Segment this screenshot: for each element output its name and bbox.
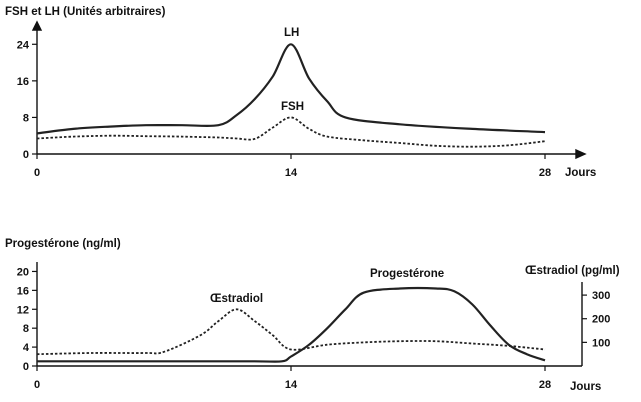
chart1-ytick-label: 0 — [23, 149, 29, 161]
chart1-ytick-label: 8 — [23, 112, 29, 124]
chart1-series-label-fsh: FSH — [281, 101, 304, 113]
chart2-series-label-progesterone: Progestérone — [370, 268, 444, 280]
chart1-series-label-lh: LH — [284, 27, 299, 39]
chart2-xlabel: Jours — [570, 381, 601, 393]
chart1-xlabel: Jours — [565, 167, 596, 179]
chart2-xtick-label: 0 — [34, 379, 40, 391]
chart2-series — [36, 286, 546, 363]
chart2-ytick-label: 20 — [17, 266, 29, 278]
chart-fsh-lh: FSH et LH (Unités arbitraires) 0 8 16 24 0 14… — [5, 6, 596, 179]
chart2-ticks: 0 4 8 12 16 20 100 200 300 0 14 28 — [17, 266, 611, 391]
chart1-y-axis-arrow — [31, 20, 43, 31]
chart1-ylabel: FSH et LH (Unités arbitraires) — [5, 6, 166, 18]
series-line-stradiol — [36, 308, 546, 356]
chart-progesterone-oestradiol: Progestérone (ng/ml) Œstradiol (pg/ml) 0… — [5, 238, 620, 393]
chart1-ytick-label: 16 — [17, 76, 29, 88]
chart1-xtick-label: 0 — [34, 167, 40, 179]
chart2-ytick-label: 12 — [17, 304, 29, 316]
chart1-xtick-label: 14 — [285, 167, 298, 179]
chart2-xtick-label: 28 — [539, 379, 551, 391]
chart2-ytick-label: 4 — [23, 342, 30, 354]
chart1-ytick-label: 24 — [17, 39, 30, 51]
series-line-lh — [36, 43, 546, 135]
chart2-series-label-oestradiol: Œstradiol — [210, 293, 263, 305]
series-line-progesterone — [37, 286, 546, 363]
chart1-ticks: 0 8 16 24 0 14 28 — [17, 39, 551, 179]
chart1-series — [36, 43, 546, 148]
chart2-y2tick-label: 100 — [592, 337, 610, 349]
chart1-xtick-label: 28 — [539, 167, 551, 179]
chart2-ylabel: Progestérone (ng/ml) — [5, 238, 121, 250]
chart1-x-axis-arrow — [575, 148, 587, 160]
chart2-ytick-label: 8 — [23, 323, 29, 335]
chart2-y2tick-label: 200 — [592, 314, 610, 326]
chart2-y2tick-label: 300 — [592, 290, 610, 302]
chart2-ytick-label: 16 — [17, 285, 29, 297]
chart2-y2label: Œstradiol (pg/ml) — [525, 265, 620, 277]
series-line-fsh — [36, 116, 546, 148]
chart2-ytick-label: 0 — [23, 361, 29, 373]
chart2-xtick-label: 14 — [285, 379, 298, 391]
